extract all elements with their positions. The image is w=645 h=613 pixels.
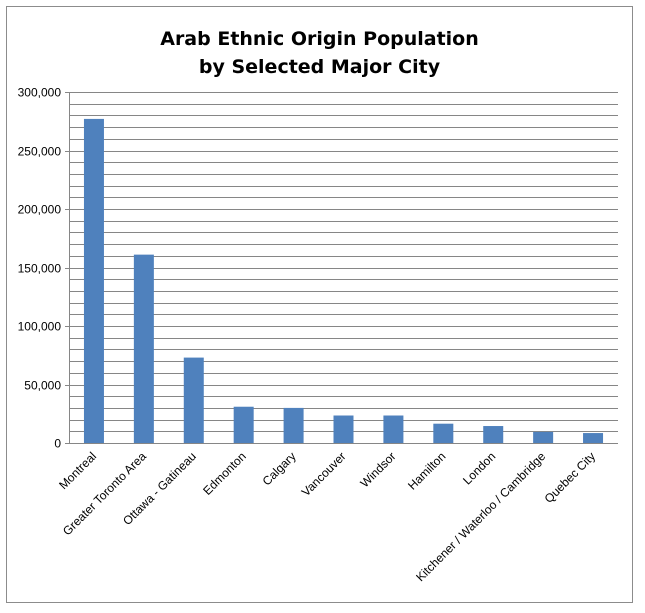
x-tick-label: Hamilton: [405, 449, 448, 492]
y-tick-label: 250,000: [18, 145, 62, 159]
bar: [383, 415, 404, 443]
y-tick-label: 100,000: [18, 320, 62, 334]
bar: [83, 118, 104, 443]
bar: [133, 254, 154, 443]
chart-frame: Arab Ethnic Origin Population by Selecte…: [6, 6, 633, 603]
bar: [233, 406, 254, 443]
x-tick-label: Montreal: [56, 449, 99, 492]
bar: [483, 426, 504, 443]
x-tick-label: London: [460, 449, 498, 487]
bar: [533, 431, 554, 443]
bar: [433, 423, 454, 443]
y-tick-label: 50,000: [24, 379, 61, 393]
x-tick-label: Windsor: [358, 449, 399, 490]
chart-title-line-1: Arab Ethnic Origin Population: [160, 28, 479, 50]
y-tick-label: 0: [54, 437, 61, 451]
bar: [283, 407, 304, 443]
bar: [333, 415, 354, 443]
x-tick-label: Calgary: [260, 449, 299, 488]
y-tick-label: 300,000: [18, 86, 62, 100]
chart-title-line-2: by Selected Major City: [198, 56, 441, 78]
bar: [583, 433, 604, 443]
bar: [183, 357, 204, 443]
x-tick-label: Vancouver: [299, 449, 349, 499]
y-tick-label: 200,000: [18, 203, 62, 217]
x-tick-label: Edmonton: [200, 449, 249, 498]
y-tick-label: 150,000: [18, 262, 62, 276]
chart-title: Arab Ethnic Origin Population by Selecte…: [7, 25, 632, 81]
x-tick-label: Greater Toronto Area: [60, 449, 149, 538]
x-tick-label: Quebec City: [542, 449, 599, 506]
